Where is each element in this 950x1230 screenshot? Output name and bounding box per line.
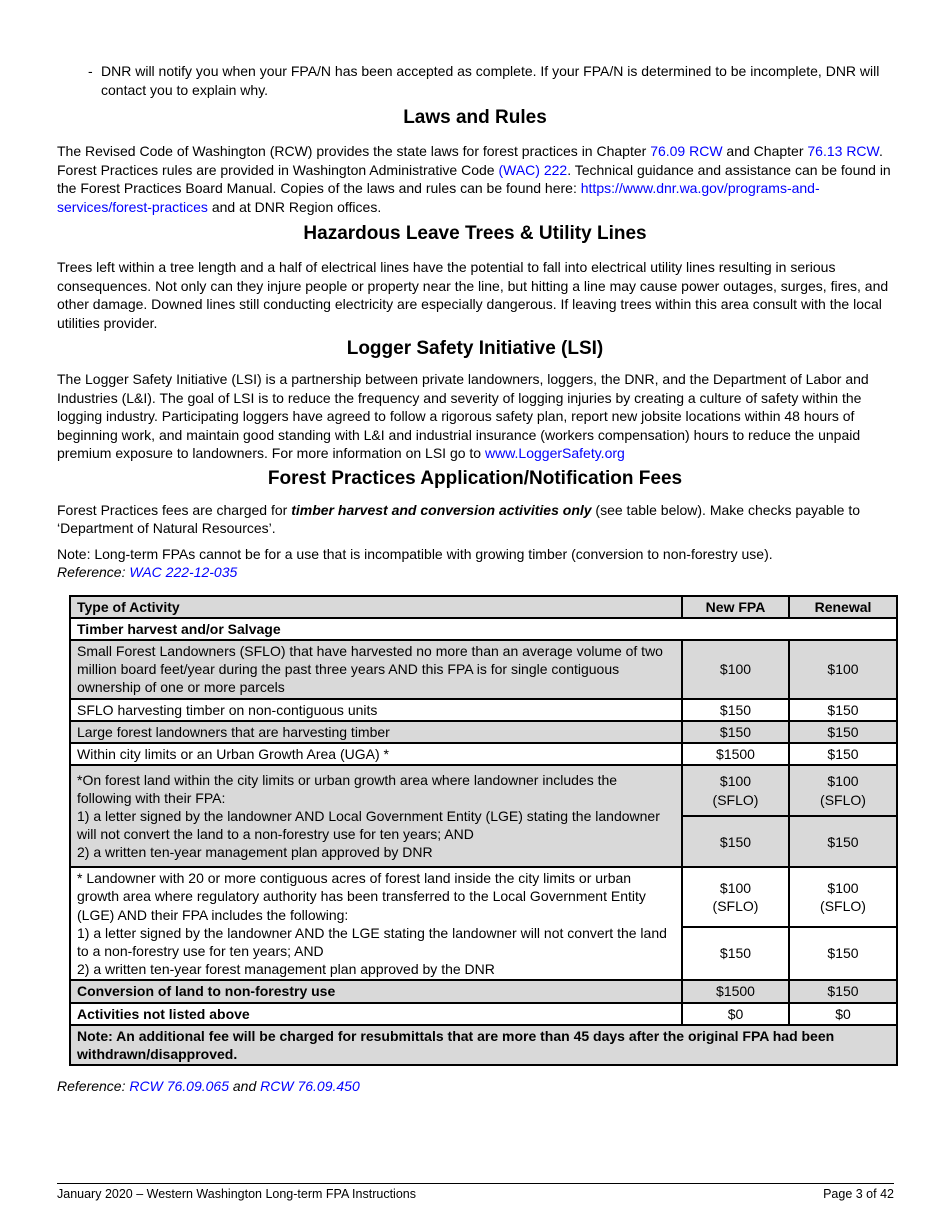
section-header-cell: Timber harvest and/or Salvage: [69, 616, 898, 641]
laws-text-1: The Revised Code of Washington (RCW) pro…: [57, 143, 651, 159]
new-fpa-cell: $100: [681, 638, 790, 700]
renewal-cell: $150: [788, 925, 898, 982]
new-fpa-cell: $100 (SFLO): [681, 764, 790, 818]
activity-cell: Within city limits or an Urban Growth Ar…: [69, 741, 683, 767]
laws-text-3: . Forest Practices rules are provided in…: [57, 143, 883, 178]
new-fpa-cell: $0: [681, 1001, 790, 1026]
table-row: *On forest land within the city limits o…: [69, 764, 898, 869]
document-page: - DNR will notify you when your FPA/N ha…: [57, 62, 898, 1096]
fee-table: Type of Activity New FPA Renewal Timber …: [69, 594, 898, 1067]
link-rcw-76-09-065[interactable]: RCW 76.09.065: [129, 1078, 229, 1095]
renewal-cell: $100 (SFLO): [788, 764, 898, 818]
activity-cell: SFLO harvesting timber on non-contiguous…: [69, 697, 683, 722]
column-header-type-of-activity: Type of Activity: [69, 594, 683, 619]
activity-cell: * Landowner with 20 or more contiguous a…: [69, 866, 683, 982]
paragraph-lsi: The Logger Safety Initiative (LSI) is a …: [57, 370, 893, 463]
paragraph-fee-note: Note: Long-term FPAs cannot be for a use…: [57, 545, 893, 582]
renewal-cell: $100 (SFLO): [788, 866, 898, 928]
link-wac-222[interactable]: (WAC) 222: [498, 161, 568, 178]
activity-cell: *On forest land within the city limits o…: [69, 764, 683, 869]
renewal-cell: $0: [788, 1001, 898, 1026]
link-rcw-76-09-450[interactable]: RCW 76.09.450: [260, 1078, 360, 1095]
renewal-cell: $150: [788, 697, 898, 722]
paragraph-fees: Forest Practices fees are charged for ti…: [57, 501, 893, 538]
heading-logger-safety-initiative: Logger Safety Initiative (LSI): [346, 338, 604, 359]
new-fpa-cell: $150: [681, 815, 790, 869]
table-row: SFLO harvesting timber on non-contiguous…: [69, 697, 898, 722]
heading-fees: Forest Practices Application/Notificatio…: [267, 467, 683, 489]
bullet-text: DNR will notify you when your FPA/N has …: [101, 63, 880, 98]
lsi-text-1: The Logger Safety Initiative (LSI) is a …: [57, 371, 869, 461]
new-fpa-cell: $1500: [681, 741, 790, 767]
table-row: Small Forest Landowners (SFLO) that have…: [69, 638, 898, 700]
footer-document-title: January 2020 – Western Washington Long-t…: [57, 1187, 416, 1201]
paragraph-hazardous: Trees left within a tree length and a ha…: [57, 259, 889, 331]
fee-table-header-row: Type of Activity New FPA Renewal: [69, 594, 898, 619]
fee-note-line: Note: Long-term FPAs cannot be for a use…: [57, 545, 773, 562]
bullet-dash: -: [88, 63, 93, 79]
link-wac-222-12-035[interactable]: WAC 222-12-035: [129, 564, 238, 580]
activity-cell: Conversion of land to non-forestry use: [69, 979, 683, 1004]
laws-text-5: and at DNR Region offices.: [207, 198, 382, 215]
reference-mid-text: and: [228, 1078, 261, 1095]
activity-cell: Small Forest Landowners (SFLO) that have…: [69, 638, 683, 700]
new-fpa-cell: $100 (SFLO): [681, 866, 790, 928]
activity-cell: Large forest landowners that are harvest…: [69, 719, 683, 744]
renewal-cell: $150: [788, 741, 898, 767]
renewal-cell: $150: [788, 815, 898, 869]
column-header-renewal: Renewal: [788, 594, 898, 619]
new-fpa-cell: $150: [681, 925, 790, 982]
new-fpa-cell: $1500: [681, 979, 790, 1004]
table-note-cell: Note: An additional fee will be charged …: [69, 1023, 898, 1067]
link-rcw-76-09[interactable]: 76.09 RCW: [650, 143, 723, 159]
fees-text-2: (see table below). Make checks payable t…: [57, 501, 861, 537]
renewal-cell: $150: [788, 979, 898, 1004]
bullet-item: - DNR will notify you when your FPA/N ha…: [88, 62, 893, 99]
link-loggersafety-org[interactable]: www.LoggerSafety.org: [484, 445, 625, 461]
activity-cell: Activities not listed above: [69, 1001, 683, 1026]
table-section-row: Timber harvest and/or Salvage: [69, 616, 898, 641]
renewal-cell: $150: [788, 719, 898, 744]
table-note-row: Note: An additional fee will be charged …: [69, 1023, 898, 1067]
heading-laws-and-rules: Laws and Rules: [403, 107, 547, 128]
fee-note-reference-label: Reference:: [57, 564, 130, 580]
fees-emphasis: timber harvest and conversion activities…: [291, 501, 592, 518]
new-fpa-cell: $150: [681, 719, 790, 744]
page-footer: January 2020 – Western Washington Long-t…: [57, 1183, 894, 1202]
paragraph-reference: Reference: RCW 76.09.065 and RCW 76.09.4…: [57, 1077, 893, 1096]
laws-text-2: and Chapter: [722, 143, 808, 159]
table-row: Within city limits or an Urban Growth Ar…: [69, 741, 898, 767]
paragraph-laws: The Revised Code of Washington (RCW) pro…: [57, 142, 893, 216]
table-row: Conversion of land to non-forestry use $…: [69, 979, 898, 1004]
reference-label: Reference:: [57, 1078, 130, 1095]
laws-text-4: . Technical guidance and assistance can …: [57, 161, 891, 197]
table-row: Activities not listed above $0 $0: [69, 1001, 898, 1026]
table-row: * Landowner with 20 or more contiguous a…: [69, 866, 898, 982]
footer-page-number: Page 3 of 42: [823, 1187, 894, 1201]
table-row: $150 $150: [70, 925, 898, 982]
renewal-cell: $100: [788, 638, 898, 700]
new-fpa-cell: $150: [681, 697, 790, 722]
column-header-new-fpa: New FPA: [681, 594, 790, 619]
table-row: Large forest landowners that are harvest…: [69, 719, 898, 744]
fees-text-1: Forest Practices fees are charged for: [57, 501, 292, 518]
link-rcw-76-13[interactable]: 76.13 RCW: [807, 143, 879, 159]
link-dnr-forest-practices-url[interactable]: https://www.dnr.wa.gov/programs-and-serv…: [57, 180, 820, 215]
heading-hazardous-leave-trees: Hazardous Leave Trees & Utility Lines: [303, 223, 647, 244]
